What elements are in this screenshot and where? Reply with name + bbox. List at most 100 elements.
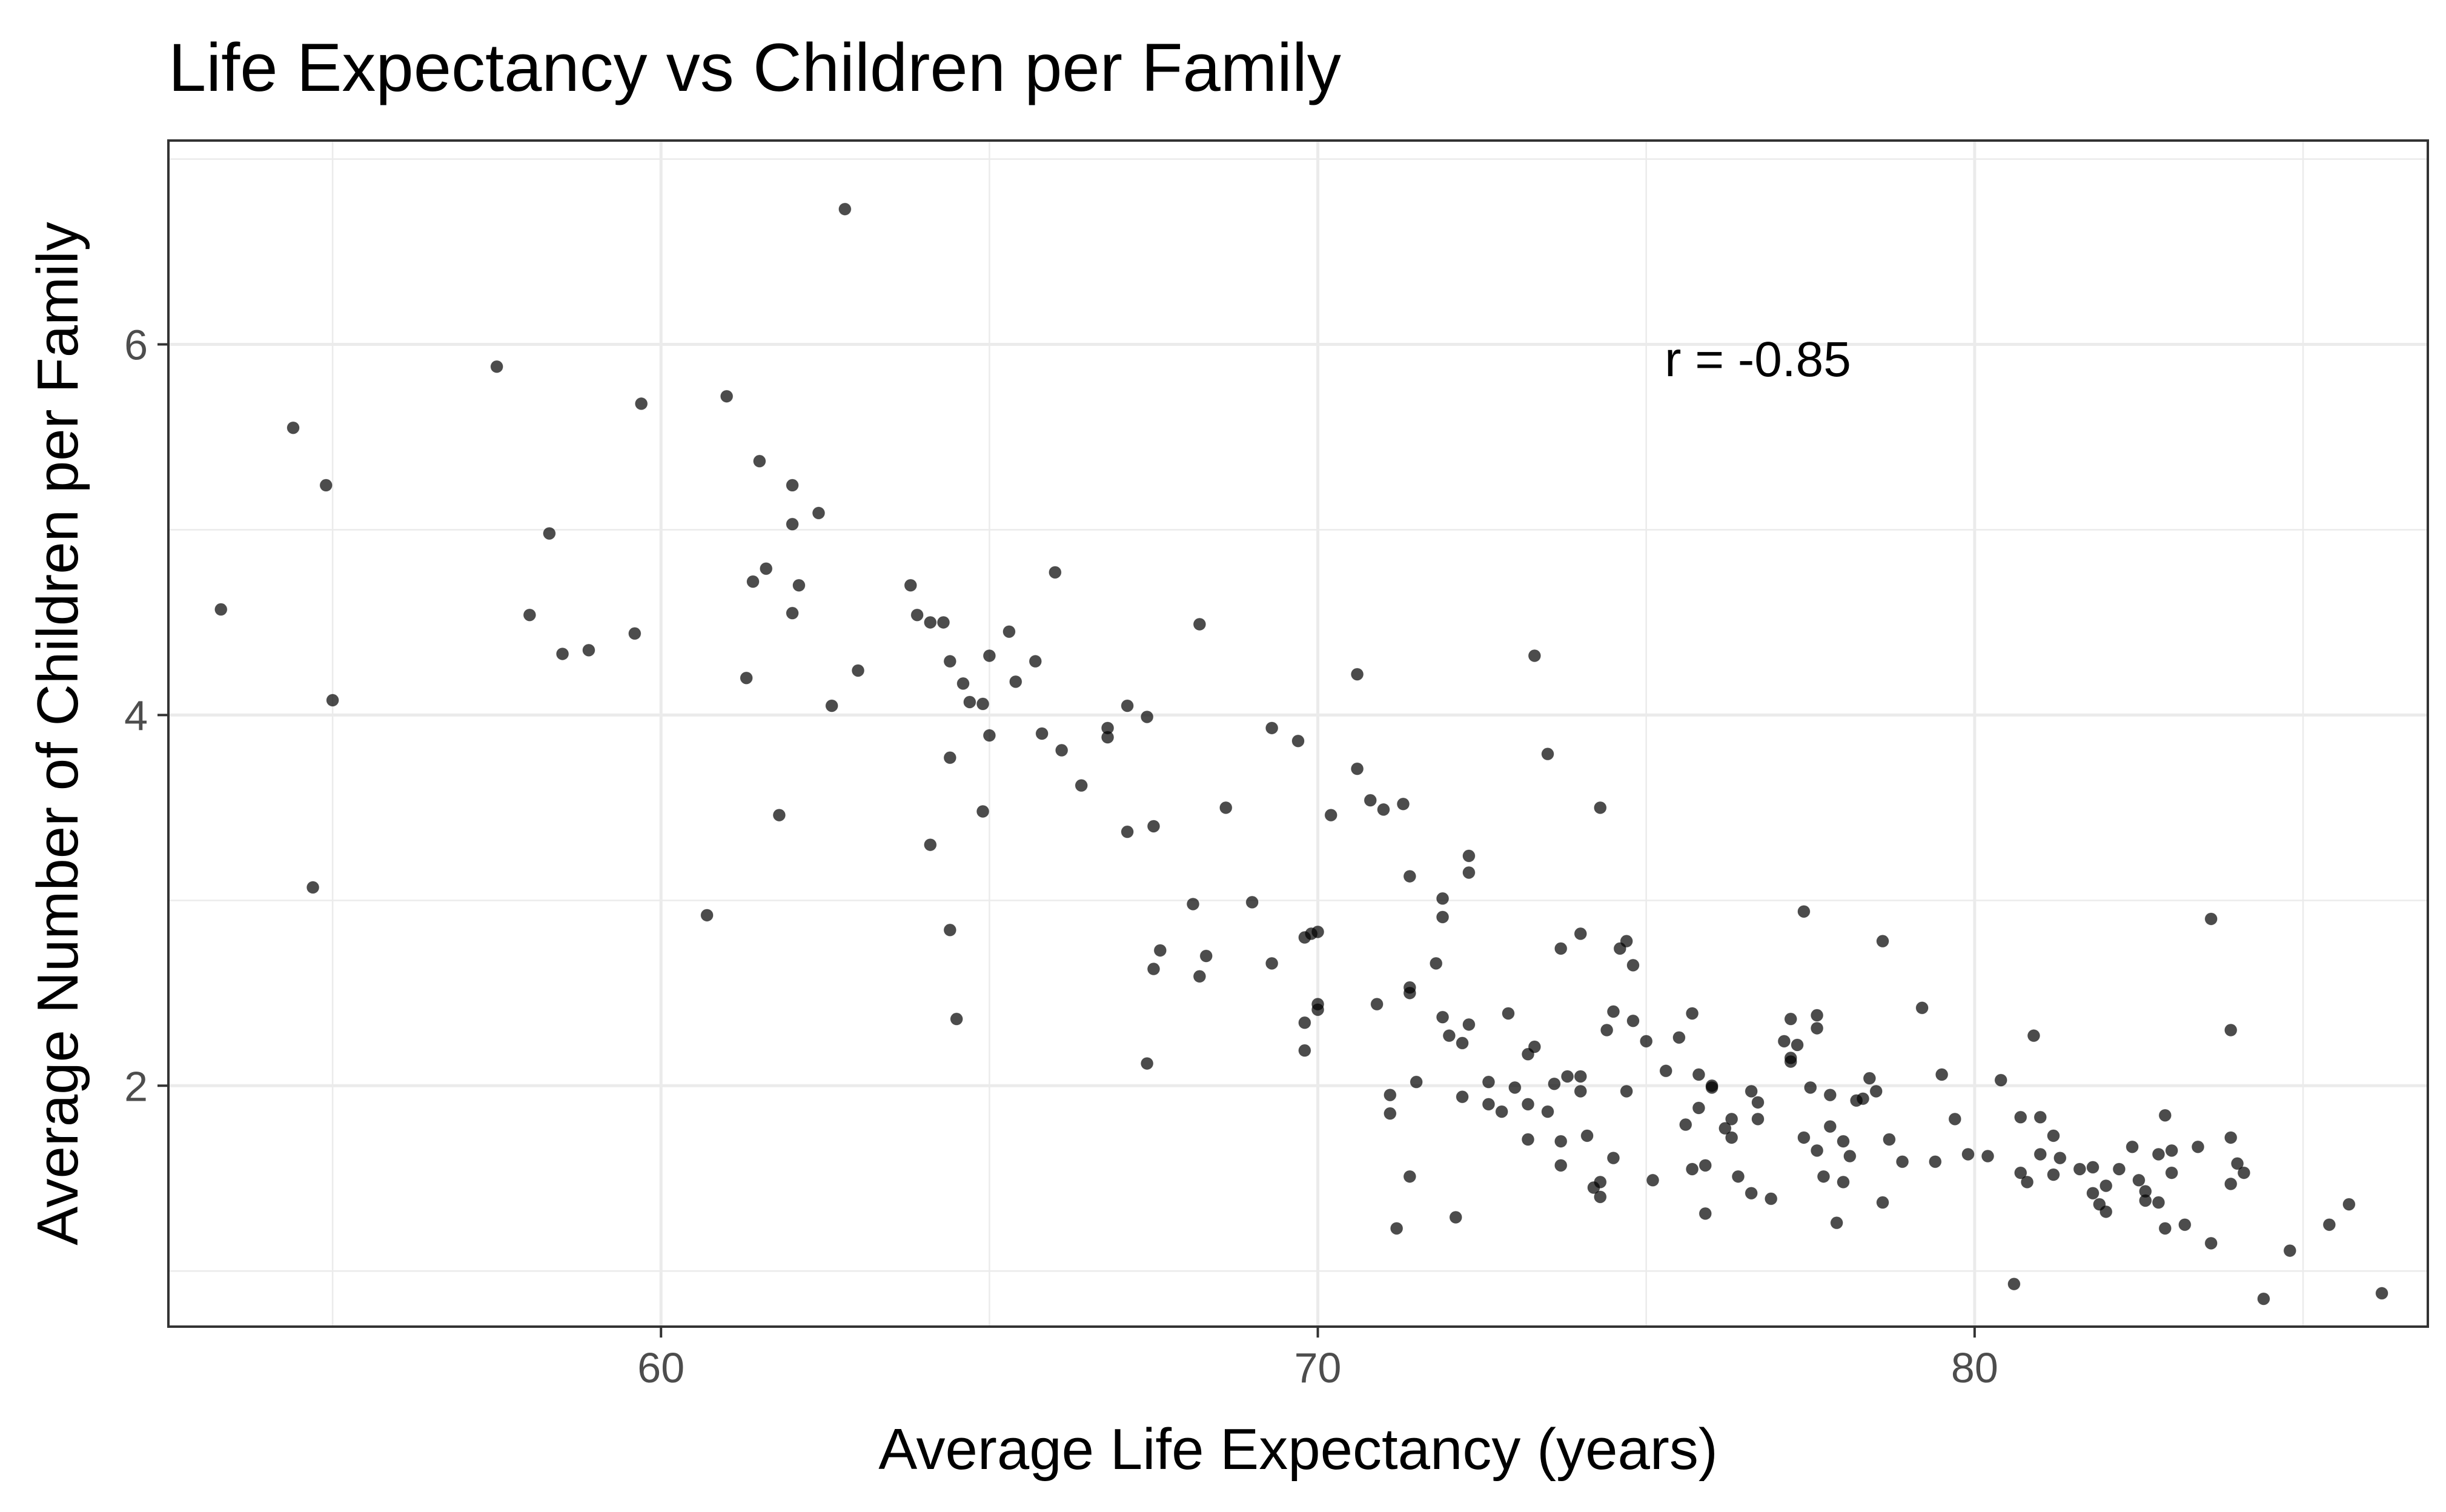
data-point (1857, 1092, 1869, 1106)
data-point (1265, 957, 1279, 970)
data-point (1843, 1150, 1857, 1163)
data-point (2126, 1140, 2139, 1153)
data-point (1751, 1096, 1765, 1109)
data-point (326, 694, 339, 707)
data-point (2204, 912, 2218, 926)
data-point (1548, 1077, 1561, 1090)
y-tick-label: 2 (124, 1063, 148, 1110)
data-point (1718, 1122, 1732, 1135)
data-point (2224, 1177, 2238, 1190)
data-point (838, 202, 852, 216)
data-point (1351, 762, 1364, 775)
data-point (2257, 1292, 2270, 1305)
data-point (2112, 1162, 2126, 1176)
data-point (1049, 566, 1062, 579)
data-point (1508, 1081, 1522, 1094)
data-point (1725, 1131, 1738, 1144)
data-point (2132, 1173, 2146, 1187)
data-point (2014, 1166, 2027, 1179)
data-point (307, 881, 320, 894)
data-point (1574, 1070, 1587, 1083)
data-point (825, 699, 838, 712)
data-point (812, 506, 825, 520)
data-point (1482, 1075, 1495, 1089)
data-point (1935, 1068, 1949, 1081)
data-point (1193, 970, 1206, 983)
data-point (1594, 1190, 1607, 1204)
data-point (1646, 1173, 1660, 1187)
data-point (2033, 1110, 2047, 1124)
plot-panel-border (167, 139, 2429, 1328)
data-point (1219, 801, 1233, 814)
data-point (1384, 1089, 1397, 1102)
data-point (740, 671, 753, 685)
data-point (924, 838, 937, 852)
data-point (2021, 1175, 2034, 1189)
data-point (700, 909, 714, 922)
data-point (2283, 1244, 2296, 1258)
data-point (1298, 1016, 1311, 1029)
data-point (2342, 1198, 2356, 1211)
y-tick-label: 6 (124, 322, 148, 369)
data-point (1311, 1003, 1325, 1016)
data-point (950, 1012, 963, 1026)
data-point (2158, 1222, 2172, 1235)
data-point (2322, 1218, 2336, 1232)
data-point (1442, 1029, 1456, 1043)
data-point (1462, 1018, 1476, 1031)
data-point (1896, 1155, 1909, 1169)
data-point (2027, 1029, 2040, 1043)
data-point (2033, 1147, 2047, 1161)
data-point (1147, 820, 1160, 833)
data-point (1606, 1152, 1620, 1165)
data-point (1580, 1129, 1594, 1142)
chart-title: Life Expectancy vs Children per Family (168, 30, 1341, 105)
data-point (1482, 1098, 1495, 1111)
data-point (1462, 849, 1476, 863)
data-point (1699, 1159, 1712, 1172)
data-point (1265, 721, 1279, 735)
data-point (1121, 699, 1134, 712)
data-point (2165, 1144, 2178, 1157)
y-tick-label: 4 (124, 692, 148, 739)
data-point (1600, 1024, 1614, 1036)
data-point (1462, 866, 1476, 879)
data-point (2191, 1140, 2204, 1153)
data-point (319, 479, 333, 492)
data-point (1003, 625, 1016, 638)
data-point (1561, 1070, 1574, 1083)
data-point (746, 575, 760, 588)
data-point (1594, 801, 1607, 814)
data-point (1324, 809, 1337, 822)
data-point (1075, 779, 1088, 792)
data-point (1791, 1038, 1804, 1052)
data-point (1436, 1010, 1450, 1024)
data-point (1823, 1089, 1837, 1102)
data-point (1541, 1105, 1554, 1118)
data-point (1311, 925, 1325, 938)
data-point (2224, 1024, 2238, 1036)
data-point (1817, 1170, 1830, 1183)
data-point (1830, 1216, 1843, 1230)
data-points (214, 202, 2388, 1305)
data-point (1869, 1084, 1883, 1098)
data-point (1915, 1001, 1929, 1015)
data-point (543, 527, 556, 540)
data-point (2231, 1157, 2244, 1170)
data-point (1430, 957, 1443, 970)
data-point (1811, 1144, 1824, 1157)
data-point (1403, 986, 1416, 1000)
data-point (1620, 1084, 1633, 1098)
data-point (1554, 942, 1568, 955)
data-point (1141, 1057, 1154, 1070)
data-point (786, 517, 799, 531)
data-point (523, 608, 536, 622)
data-point (1403, 1170, 1416, 1183)
data-point (1153, 944, 1167, 957)
data-point (1101, 731, 1115, 744)
data-point (772, 809, 786, 822)
data-point (1554, 1135, 1568, 1148)
data-point (1029, 655, 1042, 668)
data-point (1823, 1120, 1837, 1133)
